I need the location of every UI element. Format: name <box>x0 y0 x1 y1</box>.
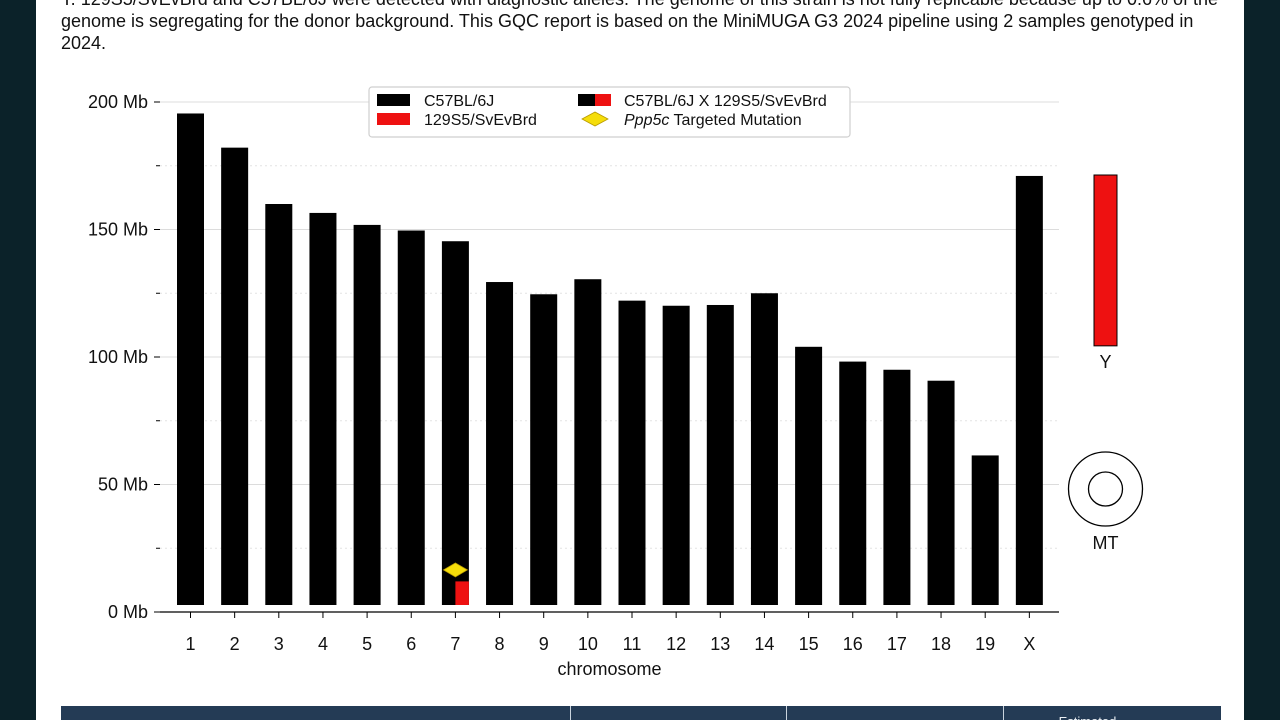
legend-diamond <box>581 111 609 127</box>
legend-swatch <box>377 94 410 106</box>
table-header-cell <box>61 706 571 720</box>
x-tick-label: 8 <box>495 634 505 654</box>
y-tick-label: 150 Mb <box>88 220 148 240</box>
bar-chr-Y <box>1093 174 1118 347</box>
mt-inner-ring <box>1087 471 1124 507</box>
table-header-cell <box>571 706 788 720</box>
legend-label: C57BL/6J X 129S5/SvEvBrd <box>624 93 827 110</box>
intro-paragraph: Y. 129S5/SvEvBrd and C57BL/6J were detec… <box>61 0 1218 53</box>
bar-chr-12 <box>662 305 690 605</box>
bar-chr-3 <box>265 204 293 605</box>
x-tick-label: 15 <box>799 634 819 654</box>
bars <box>177 113 1043 606</box>
chr-y-and-mt: Y MT <box>1067 174 1144 553</box>
x-tick-label: 19 <box>975 634 995 654</box>
table-header: Estimated <box>61 706 1221 720</box>
bar-chr-17 <box>883 369 911 605</box>
x-tick-label: 6 <box>406 634 416 654</box>
legend-swatch-part <box>595 94 611 106</box>
y-tick-label: 200 Mb <box>88 92 148 112</box>
bar-chr-18 <box>927 380 955 605</box>
bar-chr-14 <box>750 293 778 605</box>
y-tick-label: 100 Mb <box>88 347 148 367</box>
bar-chr-13 <box>706 304 734 605</box>
marker-diamond <box>442 562 469 578</box>
x-tick-label: X <box>1023 634 1035 654</box>
bar-chr-X <box>1015 175 1043 605</box>
bar-chr-15 <box>795 346 823 605</box>
bar-chr-7 <box>441 241 469 606</box>
x-tick-label: 2 <box>230 634 240 654</box>
x-tick-label: 10 <box>578 634 598 654</box>
legend-label: Ppp5c Targeted Mutation <box>624 112 802 129</box>
bar-chr-9 <box>530 294 558 605</box>
bar-chr-19 <box>971 455 999 605</box>
bar-chr-4 <box>309 212 337 606</box>
x-axis-label: chromosome <box>557 659 661 679</box>
segment-chr-7 <box>455 581 469 605</box>
legend-swatch <box>578 94 595 106</box>
x-tick-label: 5 <box>362 634 372 654</box>
x-tick-label: 13 <box>710 634 730 654</box>
bar-chr-10 <box>574 279 602 605</box>
bar-chr-1 <box>177 113 204 605</box>
x-tick-label: 16 <box>843 634 863 654</box>
bar-chr-2 <box>221 147 249 605</box>
x-tick-label: 7 <box>450 634 460 654</box>
x-tick-label: 11 <box>623 634 642 654</box>
bar-chr-11 <box>618 300 646 605</box>
bar-chr-8 <box>486 282 514 605</box>
legend-box <box>368 86 851 138</box>
x-tick-label: 14 <box>754 634 774 654</box>
legend-label: 129S5/SvEvBrd <box>424 112 537 129</box>
gridlines <box>160 101 1059 549</box>
x-tick-label: 17 <box>887 634 907 654</box>
legend: C57BL/6J C57BL/6J X 129S5/SvEvBrd 129S5/Sv… <box>368 86 851 138</box>
x-tick-label: 12 <box>666 634 686 654</box>
report-page: Y. 129S5/SvEvBrd and C57BL/6J were detec… <box>36 0 1244 720</box>
chr-mt-label: MT <box>1093 533 1119 553</box>
y-tick-label: 50 Mb <box>98 475 148 495</box>
table-header-cell: Estimated <box>1004 706 1221 720</box>
x-tick-label: 4 <box>318 634 328 654</box>
legend-swatch <box>377 113 410 125</box>
x-tick-label: 18 <box>931 634 951 654</box>
legend-label: C57BL/6J <box>424 93 494 110</box>
chr-y-label: Y <box>1099 352 1111 372</box>
bar-chr-5 <box>353 224 381 605</box>
x-tick-label: 9 <box>539 634 549 654</box>
x-tick-label: 3 <box>274 634 284 654</box>
x-tick-label: 1 <box>185 634 195 654</box>
bar-chr-16 <box>839 361 867 605</box>
y-tick-label: 0 Mb <box>108 602 148 622</box>
table-header-cell <box>787 706 1004 720</box>
bar-chr-6 <box>397 230 425 605</box>
